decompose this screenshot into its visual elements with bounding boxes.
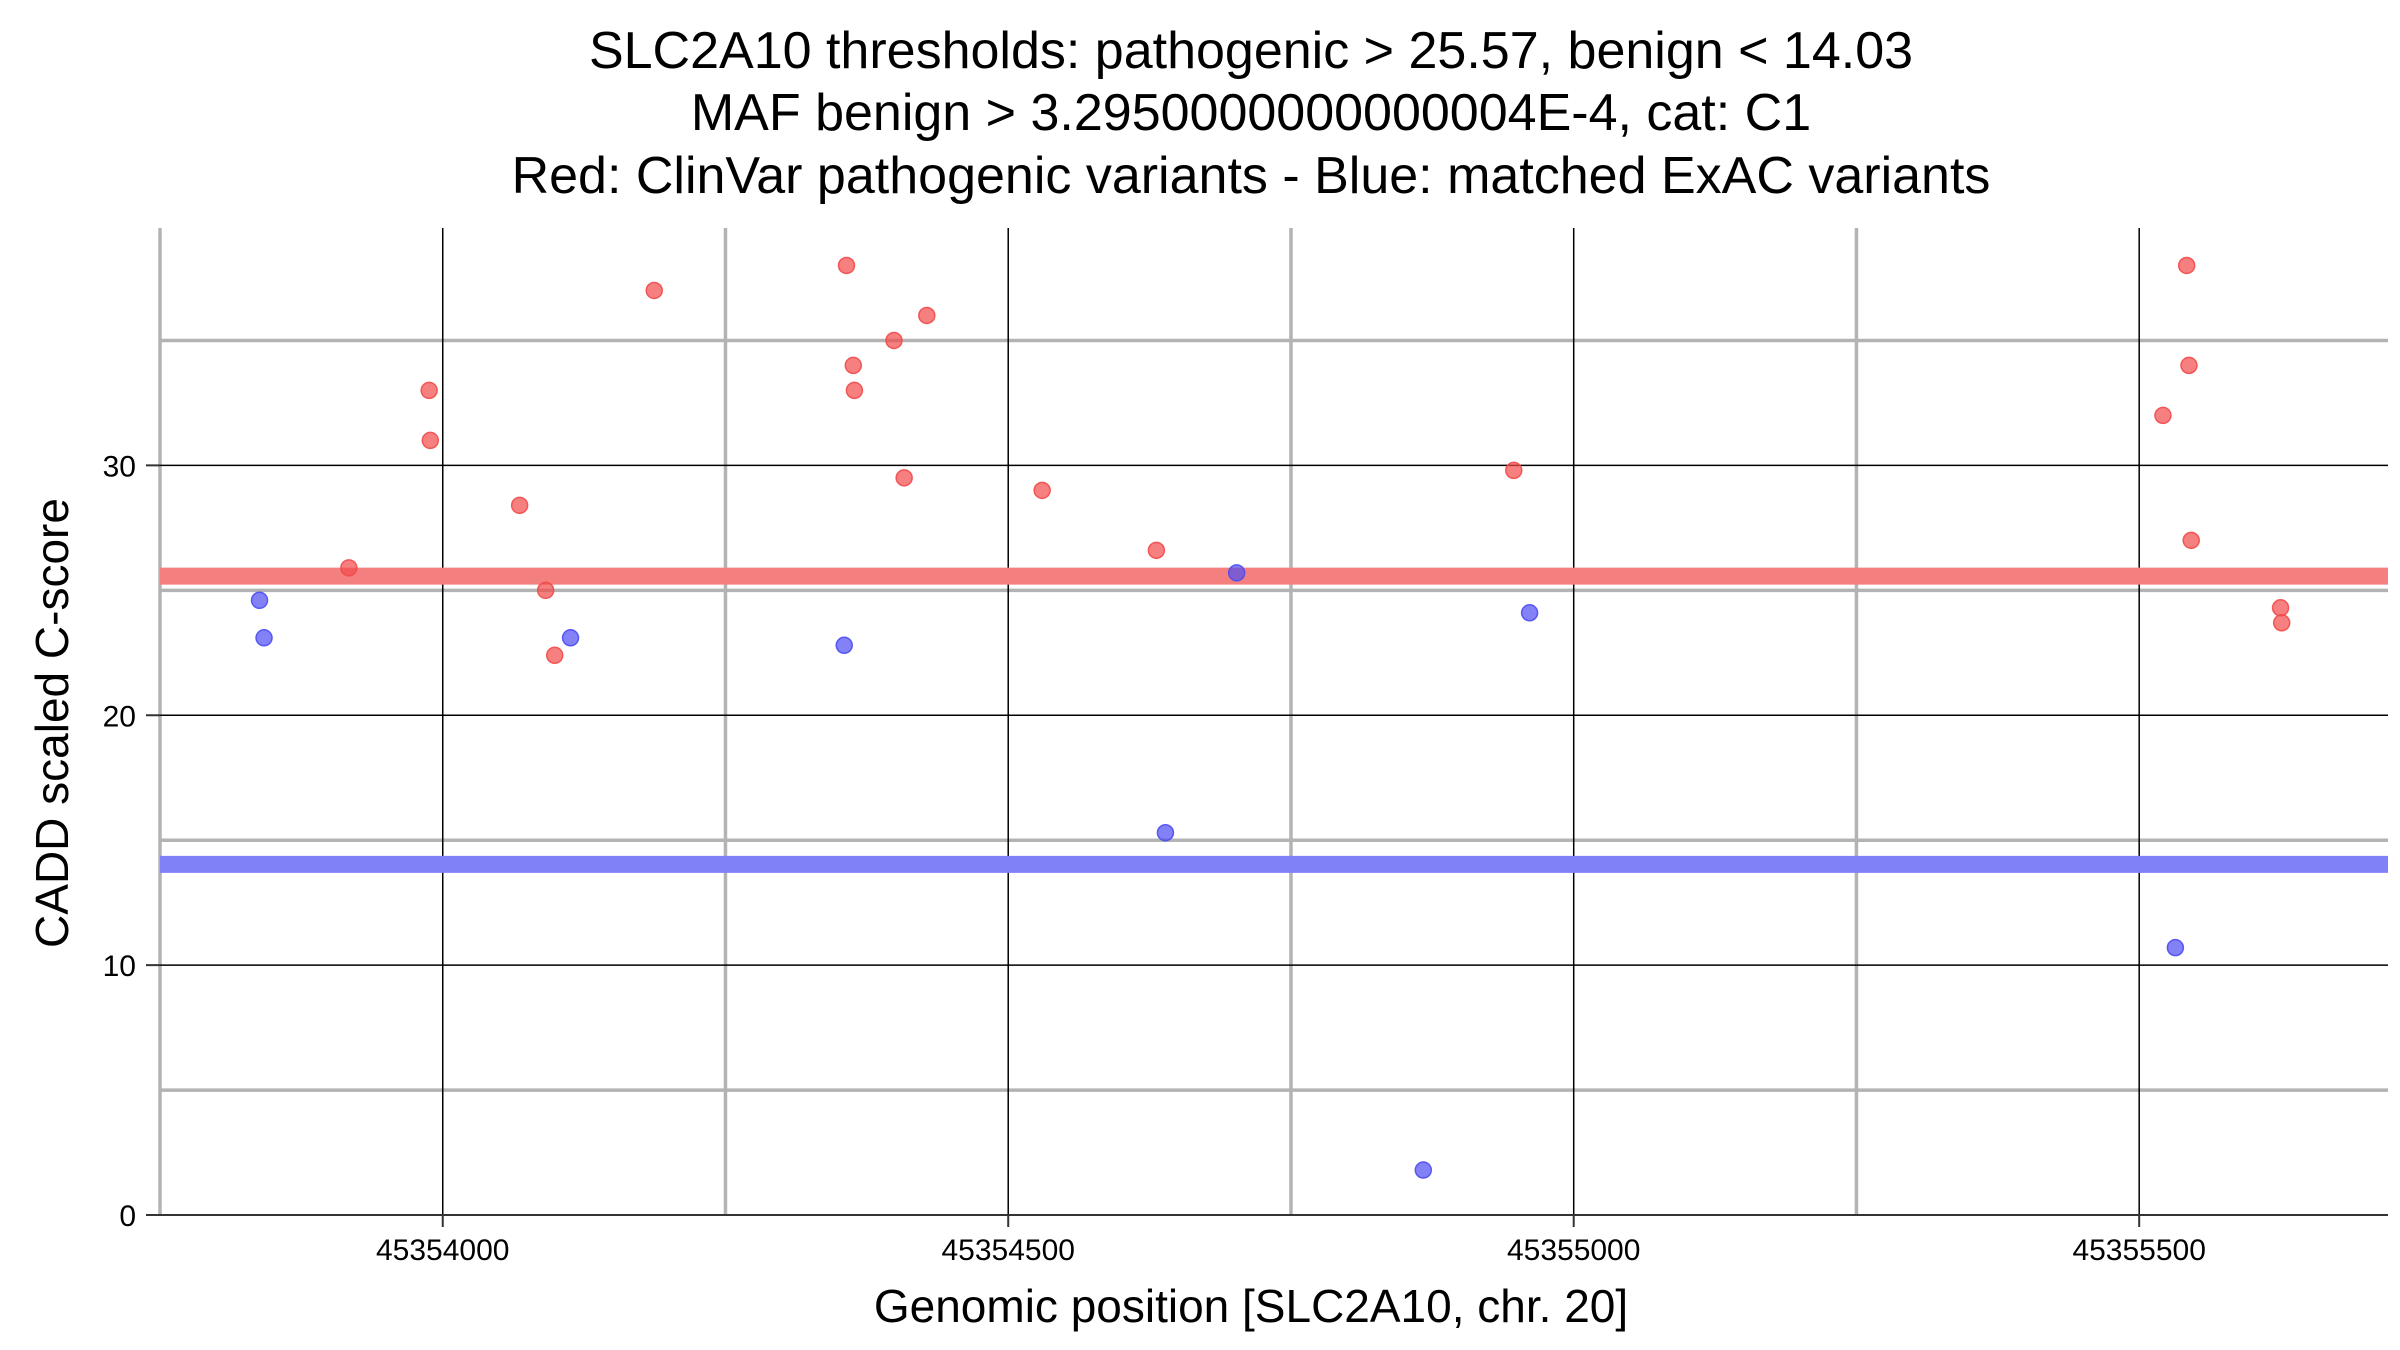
x-tick-label: 45354000	[376, 1234, 509, 1267]
axes	[146, 464, 2388, 1227]
clinvar-pathogenic-point	[2182, 531, 2200, 550]
x-tick-label: 45355500	[2072, 1234, 2205, 1267]
clinvar-pathogenic-point	[845, 381, 864, 400]
exac-variant-point	[835, 636, 853, 655]
y-tick-label: 10	[103, 950, 136, 983]
clinvar-pathogenic-point	[1505, 461, 1523, 480]
threshold-lines	[160, 567, 2388, 873]
clinvar-pathogenic-point	[895, 469, 913, 487]
y-tick-label: 0	[119, 1200, 136, 1233]
clinvar-pathogenic-point	[510, 496, 529, 515]
exac-variant-point	[2166, 938, 2185, 957]
clinvar-pathogenic-point	[340, 559, 358, 577]
clinvar-pathogenic-point	[885, 331, 903, 350]
clinvar-pathogenic-point	[2272, 614, 2291, 632]
exac-variant-point	[250, 591, 269, 610]
x-tick-label: 45355000	[1507, 1234, 1640, 1267]
title-line-3: Red: ClinVar pathogenic variants - Blue:…	[512, 147, 1991, 205]
clinvar-pathogenic-point	[2154, 406, 2172, 425]
clinvar-pathogenic-point	[420, 381, 438, 400]
clinvar-pathogenic-point	[2271, 599, 2290, 617]
clinvar-pathogenic-point	[1147, 541, 1166, 560]
clinvar-pathogenic-point	[844, 356, 863, 375]
major-gridlines	[160, 228, 2388, 1215]
clinvar-pathogenic-point	[1033, 481, 1051, 500]
data-points	[250, 256, 2291, 1179]
minor-gridlines	[158, 228, 2388, 1215]
clinvar-pathogenic-point	[536, 581, 555, 600]
clinvar-pathogenic-point	[421, 431, 440, 450]
y-axis-title: CADD scaled C-score	[26, 498, 78, 948]
clinvar-pathogenic-point	[2177, 256, 2196, 275]
exac-variant-point	[1156, 823, 1175, 842]
chart-title: SLC2A10 thresholds: pathogenic > 25.57, …	[512, 22, 1991, 205]
title-line-2: MAF benign > 3.2950000000000004E-4, cat:…	[691, 84, 1811, 142]
exac-variant-point	[255, 629, 273, 647]
clinvar-pathogenic-point	[918, 306, 936, 325]
clinvar-pathogenic-point	[2180, 356, 2198, 375]
exac-variant-point	[1414, 1161, 1433, 1179]
exac-variant-point	[1520, 604, 1539, 622]
x-tick-label: 45354500	[941, 1234, 1074, 1267]
exac-variant-point	[561, 629, 580, 647]
title-line-1: SLC2A10 thresholds: pathogenic > 25.57, …	[589, 22, 1913, 80]
x-axis-title: Genomic position [SLC2A10, chr. 20]	[874, 1280, 1628, 1332]
clinvar-pathogenic-point	[837, 256, 856, 275]
clinvar-pathogenic-point	[645, 281, 663, 300]
y-tick-label: 20	[103, 700, 136, 733]
exac-variant-point	[1227, 564, 1246, 582]
tick-labels: 45354000 45354500 45355000 45355500 0 10 20 30	[103, 450, 2206, 1267]
y-tick-label: 30	[103, 450, 136, 483]
clinvar-pathogenic-point	[545, 646, 564, 665]
